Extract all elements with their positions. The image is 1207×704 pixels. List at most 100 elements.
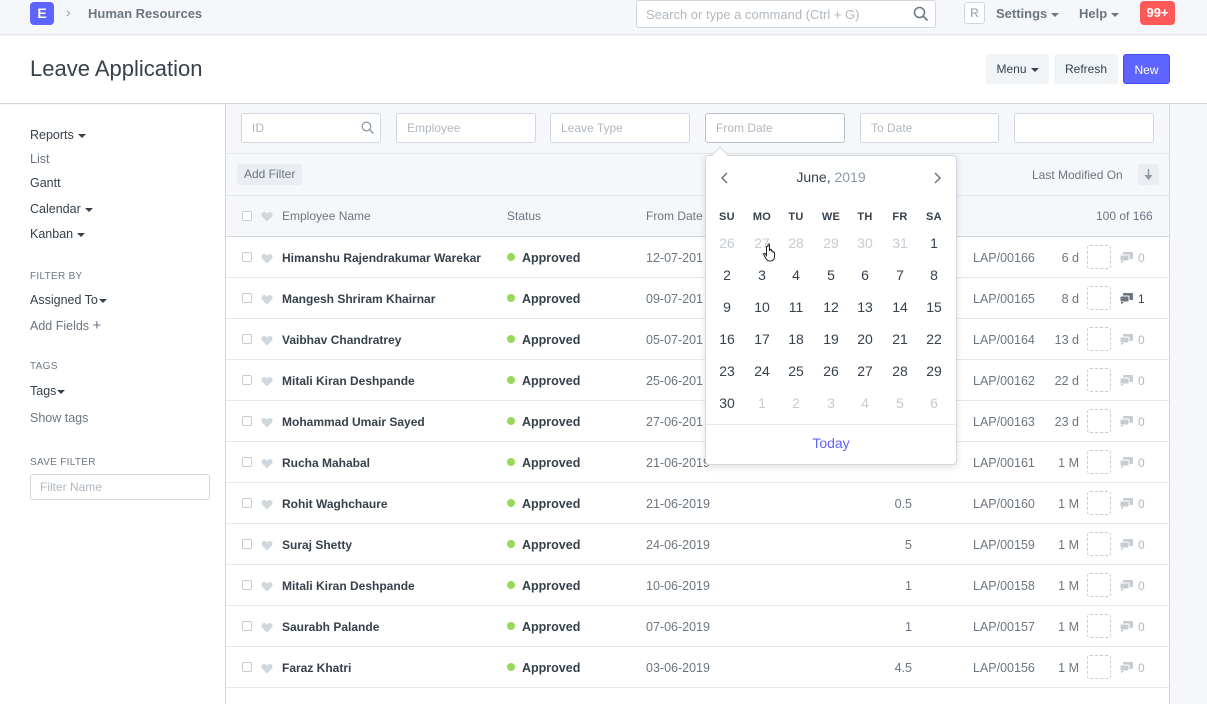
calendar-day[interactable]: 5 (827, 267, 835, 283)
sidebar-item-gantt[interactable]: Gantt (30, 176, 61, 190)
employee-name-link[interactable]: Rohit Waghchaure (282, 497, 388, 511)
calendar-day[interactable]: 7 (896, 267, 904, 283)
calendar-day[interactable]: 2 (723, 267, 731, 283)
notifications-badge[interactable]: 99+ (1140, 1, 1175, 25)
assign-avatar-placeholder[interactable] (1087, 614, 1111, 638)
table-row[interactable]: Mitali Kiran Deshpande Approved 10-06-2019… (226, 565, 1169, 606)
search-icon[interactable] (913, 6, 929, 22)
heart-icon[interactable] (261, 499, 273, 510)
calendar-day[interactable]: 27 (754, 235, 770, 251)
leave-type-filter-input[interactable] (550, 113, 690, 143)
menu-button[interactable]: Menu (986, 54, 1049, 84)
employee-name-link[interactable]: Mitali Kiran Deshpande (282, 579, 415, 593)
calendar-day[interactable]: 20 (857, 331, 873, 347)
calendar-day[interactable]: 5 (896, 395, 904, 411)
employee-name-link[interactable]: Suraj Shetty (282, 538, 353, 552)
employee-name-link[interactable]: Himanshu Rajendrakumar Warekar (282, 251, 481, 265)
row-checkbox[interactable] (242, 252, 252, 262)
table-row[interactable]: Rohit Waghchaure Approved 21-06-2019 0.5 LAP… (226, 483, 1169, 524)
calendar-day[interactable]: 28 (892, 363, 908, 379)
heart-icon[interactable] (261, 211, 273, 222)
table-row[interactable]: Vaibhav Chandratrey Approved 05-07-201 LAP/… (226, 319, 1169, 360)
id-filter-input[interactable] (241, 113, 381, 143)
show-tags-link[interactable]: Show tags (30, 411, 89, 425)
calendar-day[interactable]: 26 (719, 235, 735, 251)
from-date-filter-input[interactable] (705, 113, 845, 143)
calendar-day[interactable]: 4 (792, 267, 800, 283)
sort-selector[interactable]: Last Modified On (1032, 168, 1123, 182)
breadcrumb[interactable]: Human Resources (88, 6, 203, 21)
table-row[interactable]: Himanshu Rajendrakumar Warekar Approved 12… (226, 237, 1169, 278)
row-checkbox[interactable] (242, 621, 252, 631)
assign-avatar-placeholder[interactable] (1087, 532, 1111, 556)
sidebar-item-calendar[interactable]: Calendar (30, 202, 93, 216)
calendar-day[interactable]: 8 (930, 267, 938, 283)
employee-name-link[interactable]: Mohammad Umair Sayed (282, 415, 425, 429)
assign-avatar-placeholder[interactable] (1087, 573, 1111, 597)
table-row[interactable]: Saurabh Palande Approved 07-06-2019 1 LAP/00… (226, 606, 1169, 647)
calendar-day[interactable]: 28 (788, 235, 804, 251)
heart-icon[interactable] (261, 458, 273, 469)
calendar-day[interactable]: 6 (861, 267, 869, 283)
calendar-day[interactable]: 13 (857, 299, 873, 315)
sidebar-item-reports[interactable]: Reports (30, 128, 86, 142)
row-checkbox[interactable] (242, 375, 252, 385)
table-row[interactable]: Mohammad Umair Sayed Approved 27-06-201 LAP… (226, 401, 1169, 442)
employee-filter-input[interactable] (396, 113, 536, 143)
calendar-day[interactable]: 21 (892, 331, 908, 347)
calendar-day[interactable]: 2 (792, 395, 800, 411)
employee-name-link[interactable]: Mangesh Shriram Khairnar (282, 292, 436, 306)
calendar-day[interactable]: 17 (754, 331, 770, 347)
calendar-day[interactable]: 30 (857, 235, 873, 251)
calendar-day[interactable]: 22 (926, 331, 942, 347)
heart-icon[interactable] (261, 663, 273, 674)
row-checkbox[interactable] (242, 457, 252, 467)
calendar-day[interactable]: 3 (827, 395, 835, 411)
calendar-day[interactable]: 11 (788, 299, 804, 315)
row-checkbox[interactable] (242, 293, 252, 303)
settings-dropdown[interactable]: Settings (996, 6, 1060, 21)
today-button[interactable]: Today (812, 435, 850, 451)
table-row[interactable]: Faraz Khatri Approved 03-06-2019 4.5 LAP/001… (226, 647, 1169, 688)
select-all-checkbox[interactable] (242, 211, 252, 221)
assign-avatar-placeholder[interactable] (1087, 327, 1111, 351)
sidebar-item-kanban[interactable]: Kanban (30, 227, 86, 241)
employee-name-link[interactable]: Rucha Mahabal (282, 456, 371, 470)
calendar-day[interactable]: 1 (758, 395, 766, 411)
assign-avatar-placeholder[interactable] (1087, 368, 1111, 392)
filter-name-input[interactable] (30, 474, 210, 500)
assign-avatar-placeholder[interactable] (1087, 450, 1111, 474)
row-checkbox[interactable] (242, 334, 252, 344)
assign-avatar-placeholder[interactable] (1087, 655, 1111, 679)
calendar-day[interactable]: 23 (719, 363, 735, 379)
heart-icon[interactable] (261, 581, 273, 592)
employee-name-link[interactable]: Mitali Kiran Deshpande (282, 374, 415, 388)
add-filter-button[interactable]: Add Filter (237, 164, 303, 185)
row-checkbox[interactable] (242, 498, 252, 508)
app-logo[interactable]: E (30, 2, 54, 25)
status-filter-input[interactable] (1014, 113, 1154, 143)
table-row[interactable]: Mitali Kiran Deshpande Approved 25-06-201 L… (226, 360, 1169, 401)
calendar-day[interactable]: 29 (823, 235, 839, 251)
calendar-day[interactable]: 25 (788, 363, 804, 379)
sidebar-item-list[interactable]: List (30, 152, 50, 166)
sort-order-button[interactable] (1138, 164, 1159, 185)
calendar-day[interactable]: 16 (719, 331, 735, 347)
row-checkbox[interactable] (242, 539, 252, 549)
heart-icon[interactable] (261, 335, 273, 346)
calendar-day[interactable]: 12 (823, 299, 839, 315)
calendar-day[interactable]: 6 (930, 395, 938, 411)
next-month-button[interactable] (927, 169, 947, 187)
heart-icon[interactable] (261, 294, 273, 305)
employee-name-link[interactable]: Vaibhav Chandratrey (282, 333, 402, 347)
search-input[interactable] (637, 1, 902, 27)
calendar-day[interactable]: 15 (926, 299, 942, 315)
calendar-day[interactable]: 9 (723, 299, 731, 315)
table-row[interactable]: Suraj Shetty Approved 24-06-2019 5 LAP/00159… (226, 524, 1169, 565)
help-dropdown[interactable]: Help (1079, 6, 1120, 21)
table-row[interactable]: Rucha Mahabal Approved 21-06-2019 LAP/00161… (226, 442, 1169, 483)
assign-avatar-placeholder[interactable] (1087, 409, 1111, 433)
employee-name-link[interactable]: Faraz Khatri (282, 661, 352, 675)
assign-avatar-placeholder[interactable] (1087, 491, 1111, 515)
prev-month-button[interactable] (715, 169, 735, 187)
